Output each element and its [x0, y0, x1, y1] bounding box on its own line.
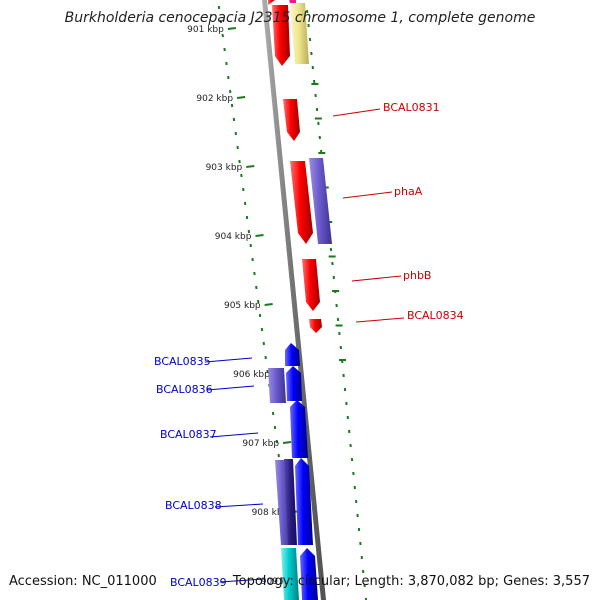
ruler-tick-label: 903 kbp: [206, 163, 243, 173]
ruler-tick-label: 908 kbp: [252, 508, 289, 518]
map-title: Burkholderia cenocepacia J2315 chromosom…: [64, 10, 536, 26]
ruler-tick-label: 901 kbp: [187, 25, 224, 35]
gene-feature[interactable]: [309, 319, 322, 333]
gene-feature[interactable]: [290, 400, 308, 458]
gene-feature[interactable]: [268, 368, 286, 403]
gene-feature[interactable]: [288, 0, 296, 3]
ruler-tick: [282, 441, 292, 444]
ruler-tick: [227, 27, 236, 30]
gene-feature[interactable]: [295, 458, 313, 545]
chromosome-backbone: [262, 0, 326, 600]
gene-feature[interactable]: [302, 259, 320, 311]
gene-feature[interactable]: [309, 158, 332, 244]
gene-label[interactable]: BCAL0836: [156, 383, 213, 396]
gene-label[interactable]: BCAL0837: [160, 428, 217, 441]
ruler-tick: [236, 96, 246, 99]
gene-feature[interactable]: [300, 548, 318, 600]
gene-feature[interactable]: [284, 459, 297, 545]
ruler-tick-label: 902 kbp: [196, 94, 233, 104]
ruler-tick-label: 906 kbp: [233, 370, 270, 380]
gene-label[interactable]: BCAL0838: [165, 499, 222, 512]
gene-label[interactable]: BCAL0834: [407, 309, 464, 322]
ruler-tick-label: 904 kbp: [215, 232, 252, 242]
label-leaders: [204, 108, 405, 583]
gene-feature[interactable]: [286, 366, 302, 401]
genome-summary: Topology: circular; Length: 3,870,082 bp…: [232, 574, 590, 589]
ruler-tick: [255, 234, 264, 237]
gene-label[interactable]: BCAL0835: [154, 355, 211, 368]
accession-label: Accession: NC_011000: [9, 574, 157, 589]
forward-strand-features: [268, 0, 332, 333]
gene-label[interactable]: BCAL0839: [170, 576, 227, 589]
gene-feature[interactable]: [290, 161, 313, 244]
ruler-tick-label: 905 kbp: [224, 301, 261, 311]
gene-labels: BCAL0831 phaA phbB BCAL0834 BCAL0835 BCA…: [154, 101, 464, 589]
ruler-tick-label: 907 kbp: [242, 439, 279, 449]
gene-label[interactable]: BCAL0831: [383, 101, 440, 114]
gene-feature[interactable]: [290, 3, 309, 64]
gene-feature[interactable]: [285, 343, 300, 366]
gene-label[interactable]: phaA: [394, 185, 423, 198]
reverse-strand-features: [268, 343, 318, 600]
ruler: 901 kbp 902 kbp 903 kbp 904 kbp 905 kbp 906 k…: [187, 25, 310, 587]
gene-feature[interactable]: [272, 5, 290, 66]
ruler-tick-label: 909 kbp: [261, 577, 298, 587]
gene-label[interactable]: phbB: [403, 269, 431, 282]
ruler-tick: [246, 165, 255, 168]
ruler-tick: [264, 303, 273, 306]
gene-feature[interactable]: [283, 99, 300, 141]
gene-feature[interactable]: [268, 0, 275, 5]
gene-feature[interactable]: [281, 548, 299, 600]
